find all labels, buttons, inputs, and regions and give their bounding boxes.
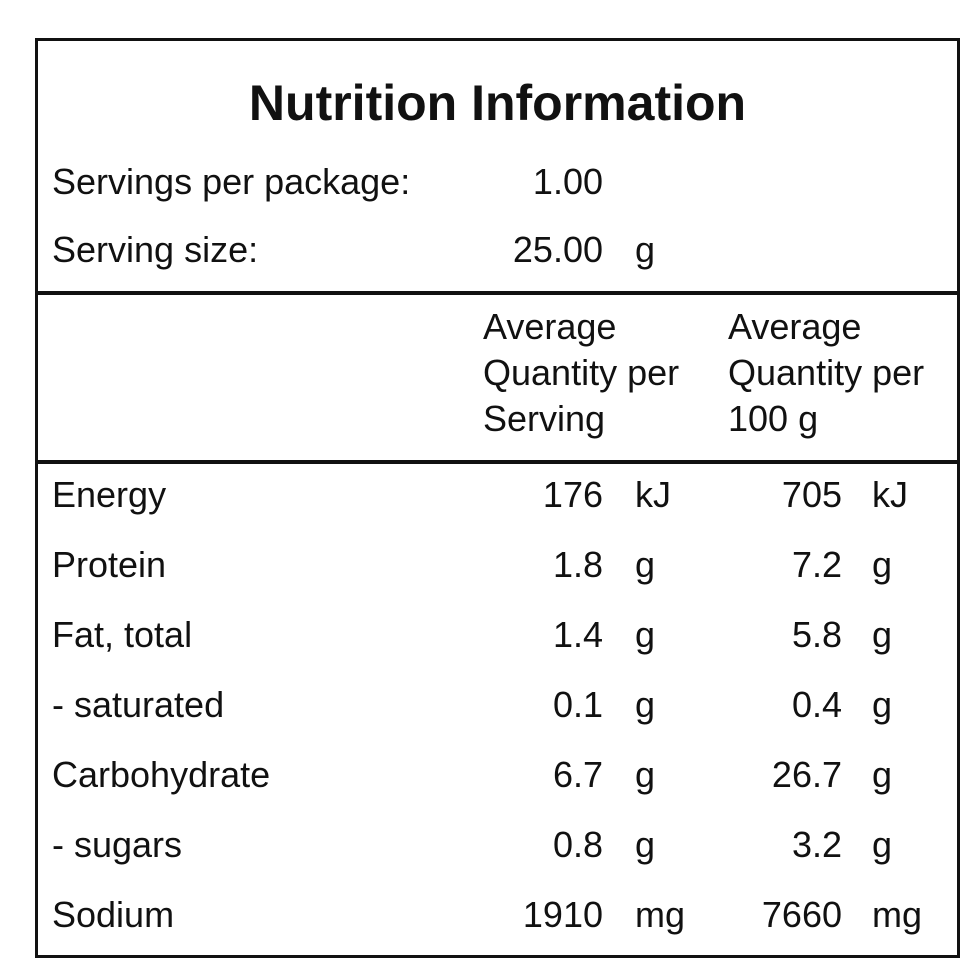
serving-unit: g	[635, 229, 656, 270]
column-header: Serving	[483, 398, 606, 439]
per-100g-amount: 0.4	[791, 684, 842, 725]
per-100g-amount: 3.2	[791, 824, 842, 865]
column-header: Quantity per	[728, 352, 925, 393]
serving-amount: 1910	[522, 894, 603, 935]
serving-unit: g	[635, 824, 656, 865]
nutrient-label: Protein	[52, 544, 167, 585]
serving-unit: mg	[635, 894, 686, 935]
nutrient-label: Sodium	[52, 894, 175, 935]
serving-amount: 6.7	[552, 754, 603, 795]
per-100g-unit: mg	[872, 894, 923, 935]
divider	[35, 460, 960, 464]
serving-unit: g	[635, 614, 656, 655]
column-header: Quantity per	[483, 352, 680, 393]
serving-amount: 1.8	[552, 544, 603, 585]
serving-value: 25.00	[512, 229, 603, 270]
per-100g-unit: g	[872, 544, 893, 585]
per-100g-unit: g	[872, 684, 893, 725]
serving-label: Serving size:	[52, 229, 259, 270]
column-header: Average	[728, 306, 862, 347]
serving-unit: g	[635, 544, 656, 585]
nutrition-panel	[35, 38, 960, 958]
serving-amount: 1.4	[552, 614, 603, 655]
per-100g-amount: 7.2	[791, 544, 842, 585]
nutrient-label: - saturated	[52, 684, 225, 725]
nutrient-label: - sugars	[52, 824, 183, 865]
per-100g-amount: 5.8	[791, 614, 842, 655]
column-header: 100 g	[728, 398, 819, 439]
per-100g-amount: 705	[781, 474, 842, 515]
serving-amount: 176	[542, 474, 603, 515]
per-100g-unit: g	[872, 614, 893, 655]
serving-unit: g	[635, 684, 656, 725]
nutrient-label: Energy	[52, 474, 167, 515]
per-100g-unit: g	[872, 824, 893, 865]
serving-unit: kJ	[635, 474, 671, 515]
serving-unit: g	[635, 754, 656, 795]
per-100g-amount: 26.7	[771, 754, 842, 795]
serving-value: 1.00	[532, 161, 603, 202]
per-100g-unit: g	[872, 754, 893, 795]
divider	[35, 291, 960, 295]
column-header: Average	[483, 306, 617, 347]
serving-amount: 0.8	[552, 824, 603, 865]
title: Nutrition Information	[248, 75, 747, 131]
per-100g-amount: 7660	[761, 894, 842, 935]
per-100g-unit: kJ	[872, 474, 908, 515]
serving-amount: 0.1	[552, 684, 603, 725]
serving-label: Servings per package:	[52, 161, 411, 202]
nutrient-label: Carbohydrate	[52, 754, 271, 795]
nutrient-label: Fat, total	[52, 614, 193, 655]
